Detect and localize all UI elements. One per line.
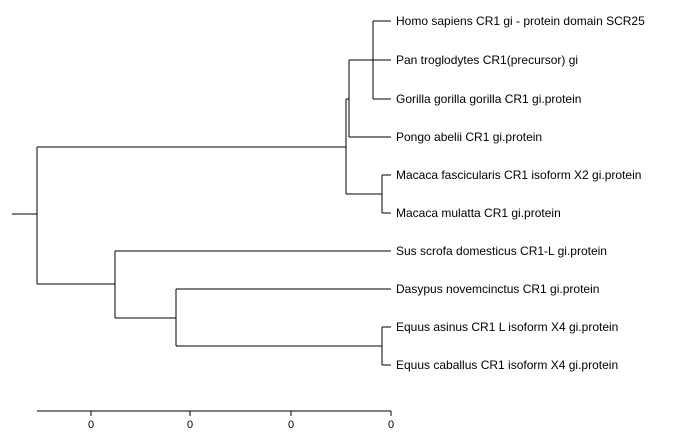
scale-tick-label-3: 0 [388, 419, 394, 431]
leaf-labels: Homo sapiens CR1 gi - protein domain SCR… [396, 14, 645, 372]
scale-tick-label-1: 0 [187, 419, 193, 431]
leaf-label-dasypus: Dasypus novemcinctus CR1 gi.protein [396, 282, 599, 296]
leaf-label-pan-troglodytes: Pan troglodytes CR1(precursor) gi [396, 53, 578, 67]
tree-branches [12, 20, 391, 366]
leaf-label-equus-asinus: Equus asinus CR1 L isoform X4 gi.protein [396, 320, 618, 334]
leaf-label-macaca-mulatta: Macaca mulatta CR1 gi.protein [396, 206, 561, 220]
leaf-label-equus-caballus: Equus caballus CR1 isoform X4 gi.protein [396, 358, 618, 372]
leaf-label-gorilla: Gorilla gorilla gorilla CR1 gi.protein [396, 92, 581, 106]
scale-tick-label-2: 0 [288, 419, 294, 431]
leaf-label-pongo-abelii: Pongo abelii CR1 gi.protein [396, 130, 542, 144]
scale-tick-label-0: 0 [88, 419, 94, 431]
scale-axis: 0 0 0 0 [37, 410, 394, 431]
leaf-label-macaca-fascicularis: Macaca fascicularis CR1 isoform X2 gi.pr… [396, 168, 641, 182]
leaf-label-homo-sapiens: Homo sapiens CR1 gi - protein domain SCR… [396, 14, 645, 28]
leaf-label-sus-scrofa: Sus scrofa domesticus CR1-L gi.protein [396, 244, 607, 258]
